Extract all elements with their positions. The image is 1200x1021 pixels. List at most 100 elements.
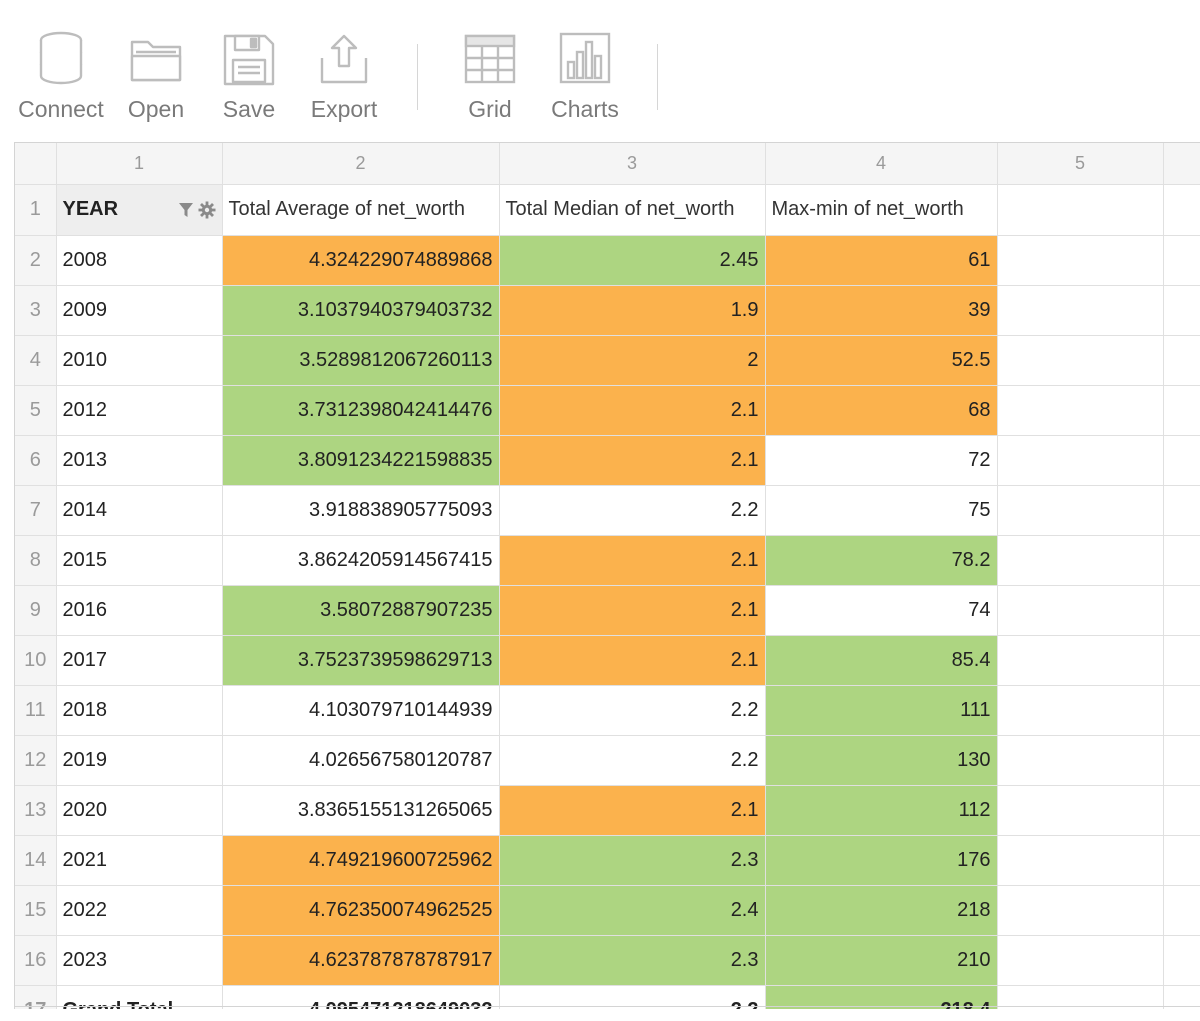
empty-cell[interactable] [1163,735,1200,786]
maxmin-cell[interactable]: 52.5 [765,335,998,386]
year-cell[interactable]: 2023 [56,935,223,986]
maxmin-cell[interactable]: 39 [765,285,998,336]
avg-cell[interactable]: 3.8624205914567415 [222,535,500,586]
year-cell[interactable]: 2008 [56,235,223,286]
empty-cell[interactable] [1163,385,1200,436]
year-cell[interactable]: 2017 [56,635,223,686]
row-number[interactable]: 13 [15,785,57,836]
empty-cell[interactable] [997,535,1164,586]
year-cell[interactable]: 2014 [56,485,223,536]
empty-cell[interactable] [1163,535,1200,586]
median-cell[interactable]: 2.1 [499,535,766,586]
grand-total-label[interactable]: Grand Total [56,985,223,1009]
export-button[interactable]: Export [300,24,388,134]
empty-cell[interactable] [1163,585,1200,636]
empty-cell[interactable] [997,385,1164,436]
avg-cell[interactable]: 3.5289812067260113 [222,335,500,386]
year-cell[interactable]: 2020 [56,785,223,836]
row-number[interactable]: 6 [15,435,57,486]
empty-cell[interactable] [997,935,1164,986]
avg-cell[interactable]: 4.749219600725962 [222,835,500,886]
empty-cell[interactable] [1163,285,1200,336]
year-cell[interactable]: 2012 [56,385,223,436]
column-number[interactable]: 3 [499,143,766,185]
year-cell[interactable]: 2021 [56,835,223,886]
median-cell[interactable]: 2 [499,335,766,386]
empty-cell[interactable] [997,435,1164,486]
maxmin-cell[interactable]: 61 [765,235,998,286]
year-cell[interactable]: 2015 [56,535,223,586]
median-total-cell[interactable]: 2.2 [499,985,766,1009]
row-number[interactable]: 12 [15,735,57,786]
maxmin-cell[interactable]: 112 [765,785,998,836]
save-button[interactable]: Save [212,24,286,134]
avg-cell[interactable]: 3.8365155131265065 [222,785,500,836]
year-cell[interactable]: 2018 [56,685,223,736]
year-cell[interactable]: 2010 [56,335,223,386]
row-number[interactable]: 8 [15,535,57,586]
maxmin-cell[interactable]: 74 [765,585,998,636]
empty-cell[interactable] [1163,685,1200,736]
avg-total-cell[interactable]: 4.095471218649032 [222,985,500,1009]
empty-cell[interactable] [997,485,1164,536]
column-number[interactable]: 4 [765,143,998,185]
median-cell[interactable]: 2.1 [499,435,766,486]
median-cell[interactable]: 1.9 [499,285,766,336]
avg-cell[interactable]: 4.324229074889868 [222,235,500,286]
empty-cell[interactable] [1163,184,1200,236]
avg-cell[interactable]: 3.7312398042414476 [222,385,500,436]
empty-cell[interactable] [1163,935,1200,986]
median-cell[interactable]: 2.3 [499,935,766,986]
horizontal-scrollbar-track[interactable] [14,1006,1200,1007]
empty-cell[interactable] [997,835,1164,886]
row-number[interactable]: 9 [15,585,57,636]
gear-icon[interactable] [198,201,216,219]
median-cell[interactable]: 2.1 [499,635,766,686]
column-number[interactable]: 1 [56,143,223,185]
year-cell[interactable]: 2022 [56,885,223,936]
avg-cell[interactable]: 4.103079710144939 [222,685,500,736]
empty-cell[interactable] [997,335,1164,386]
empty-cell[interactable] [997,735,1164,786]
maxmin-header-cell[interactable]: Max-min of net_worth [765,184,998,236]
avg-cell[interactable]: 3.918838905775093 [222,485,500,536]
median-header-cell[interactable]: Total Median of net_worth [499,184,766,236]
median-cell[interactable]: 2.3 [499,835,766,886]
empty-cell[interactable] [997,585,1164,636]
empty-cell[interactable] [1163,835,1200,886]
column-number[interactable]: 5 [997,143,1164,185]
row-number[interactable]: 11 [15,685,57,736]
row-number[interactable]: 4 [15,335,57,386]
maxmin-cell[interactable]: 130 [765,735,998,786]
filter-icon[interactable] [178,201,194,219]
year-cell[interactable]: 2019 [56,735,223,786]
empty-cell[interactable] [997,235,1164,286]
grid-button[interactable]: Grid [455,24,525,134]
year-header-cell[interactable]: YEAR [56,184,223,236]
median-cell[interactable]: 2.2 [499,685,766,736]
row-number[interactable]: 10 [15,635,57,686]
avg-cell[interactable]: 4.026567580120787 [222,735,500,786]
year-cell[interactable]: 2009 [56,285,223,336]
row-number[interactable]: 15 [15,885,57,936]
empty-cell[interactable] [997,184,1164,236]
median-cell[interactable]: 2.1 [499,585,766,636]
maxmin-cell[interactable]: 218 [765,885,998,936]
row-number[interactable]: 3 [15,285,57,336]
corner-cell[interactable] [15,143,57,185]
maxmin-total-cell[interactable]: 218.4 [765,985,998,1009]
median-cell[interactable]: 2.2 [499,485,766,536]
empty-cell[interactable] [1163,435,1200,486]
empty-cell[interactable] [1163,785,1200,836]
maxmin-cell[interactable]: 85.4 [765,635,998,686]
row-number[interactable]: 2 [15,235,57,286]
maxmin-cell[interactable]: 111 [765,685,998,736]
empty-cell[interactable] [1163,235,1200,286]
median-cell[interactable]: 2.4 [499,885,766,936]
charts-button[interactable]: Charts [540,24,630,134]
year-cell[interactable]: 2013 [56,435,223,486]
row-number[interactable]: 16 [15,935,57,986]
row-number[interactable]: 1 [15,184,57,236]
maxmin-cell[interactable]: 72 [765,435,998,486]
empty-cell[interactable] [1163,885,1200,936]
